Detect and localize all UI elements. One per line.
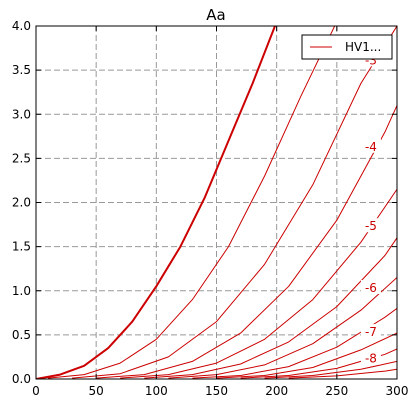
curve-label-bg: [360, 350, 381, 365]
series-line-1: [36, 26, 277, 379]
series-line-8: [192, 307, 397, 379]
x-tick-label: 150: [205, 384, 228, 398]
y-tick-label: 1.5: [12, 240, 31, 254]
series-line-4: [96, 105, 397, 379]
legend: HV1...: [301, 34, 393, 60]
x-tick-label: 100: [145, 384, 168, 398]
series-line-6: [144, 237, 397, 379]
curves: [36, 26, 397, 379]
series-line-2: [47, 26, 336, 379]
curve-label-bg: [360, 324, 381, 339]
y-tick-label: 1.0: [12, 284, 31, 298]
y-tick-label: 3.0: [12, 107, 31, 121]
chart-title: Aa: [206, 6, 225, 24]
curve-label-bg: [360, 218, 381, 233]
series-line-11: [264, 360, 397, 379]
series-line-10: [240, 348, 397, 379]
x-tick-label: 50: [89, 384, 104, 398]
series-line-5: [120, 189, 397, 379]
series-line-3: [72, 26, 397, 379]
legend-label: HV1...: [345, 40, 381, 54]
x-tick-label: 0: [32, 384, 40, 398]
ticks: 0 50 100 150 200 250 300 0.0 0.5 1.0 1.5 2.0 2.5 3.0 3…: [12, 19, 409, 398]
series-line-9: [216, 332, 397, 379]
curve-label: -3: [365, 53, 377, 67]
curve-label: -4: [365, 140, 377, 154]
x-tick-label: 200: [265, 384, 288, 398]
curve-label: -8: [365, 352, 377, 366]
curve-labels: -3 -4 -5 -6 -7 -8: [360, 52, 381, 366]
curve-label: -6: [365, 281, 377, 295]
y-tick-label: 3.5: [12, 63, 31, 77]
curve-label: -5: [365, 219, 377, 233]
series-line-12: [288, 368, 397, 379]
curve-label-bg: [360, 279, 381, 294]
y-tick-label: 2.0: [12, 196, 31, 210]
y-tick-label: 2.5: [12, 151, 31, 165]
grid: [36, 26, 397, 379]
curve-label: -7: [365, 325, 377, 339]
x-tick-label: 250: [325, 384, 348, 398]
x-tick-label: 300: [386, 384, 409, 398]
series-line-7: [168, 277, 397, 379]
curve-label-bg: [360, 138, 381, 153]
y-tick-label: 4.0: [12, 19, 31, 33]
y-tick-label: 0.0: [12, 372, 31, 386]
y-tick-label: 0.5: [12, 328, 31, 342]
